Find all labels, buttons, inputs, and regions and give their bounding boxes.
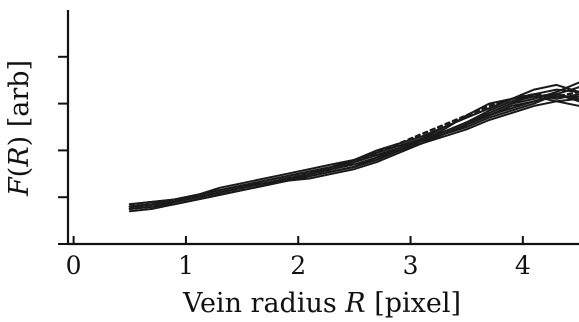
series-line-9 [128, 83, 579, 206]
x-tick-label: 2 [290, 251, 306, 280]
ticks-layer: 0 1 2 3 4 [58, 55, 531, 280]
y-axis-label: F(R) [arb] [4, 60, 35, 197]
series-line-11 [128, 90, 579, 208]
axes-layer [66, 10, 579, 246]
series-line-7 [128, 97, 579, 210]
series-layer [128, 81, 579, 213]
x-tick-label: 0 [66, 251, 82, 280]
x-tick-label: 4 [515, 251, 531, 280]
x-axis-label: Vein radius R [pixel] [182, 288, 461, 319]
x-tick-label: 1 [178, 251, 194, 280]
x-tick-label: 3 [403, 251, 419, 280]
